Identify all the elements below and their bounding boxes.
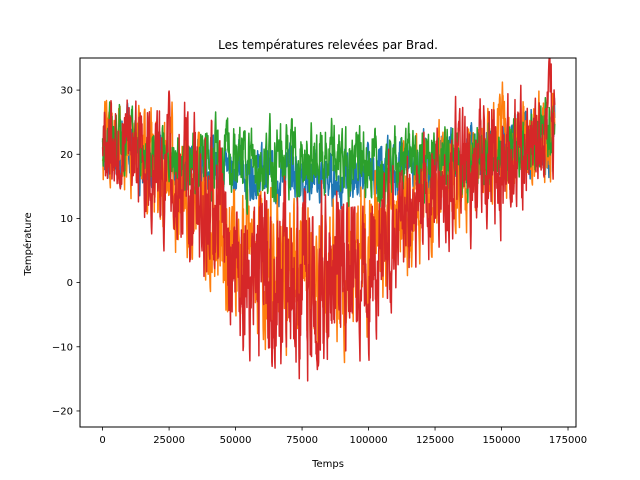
y-tick-label: 0	[67, 278, 73, 289]
plot-frame	[79, 57, 577, 428]
x-tick-label: 0	[99, 435, 105, 446]
series-group	[101, 58, 556, 382]
x-tick-label: 25000	[153, 435, 185, 446]
y-axis-label: Température	[22, 212, 34, 276]
y-tick-label: 20	[60, 150, 73, 161]
x-axis-ticks: 0 25000 50000 75000 100000 125000 150000 175000	[99, 427, 587, 446]
x-tick-label: 75000	[286, 435, 318, 446]
x-tick-label: 50000	[220, 435, 252, 446]
y-tick-label: 10	[60, 214, 73, 225]
series-line-4	[101, 58, 556, 382]
y-tick-label: −20	[52, 406, 73, 417]
chart-title: Les températures relevées par Brad.	[218, 38, 438, 52]
x-tick-label: 125000	[416, 435, 454, 446]
y-tick-label: −10	[52, 342, 73, 353]
y-axis-ticks: −20 −10 0 10 20 30	[52, 86, 80, 417]
x-tick-label: 175000	[549, 435, 587, 446]
x-axis-label: Temps	[311, 459, 344, 470]
x-tick-label: 100000	[349, 435, 387, 446]
y-tick-label: 30	[60, 86, 73, 97]
x-tick-label: 150000	[482, 435, 520, 446]
